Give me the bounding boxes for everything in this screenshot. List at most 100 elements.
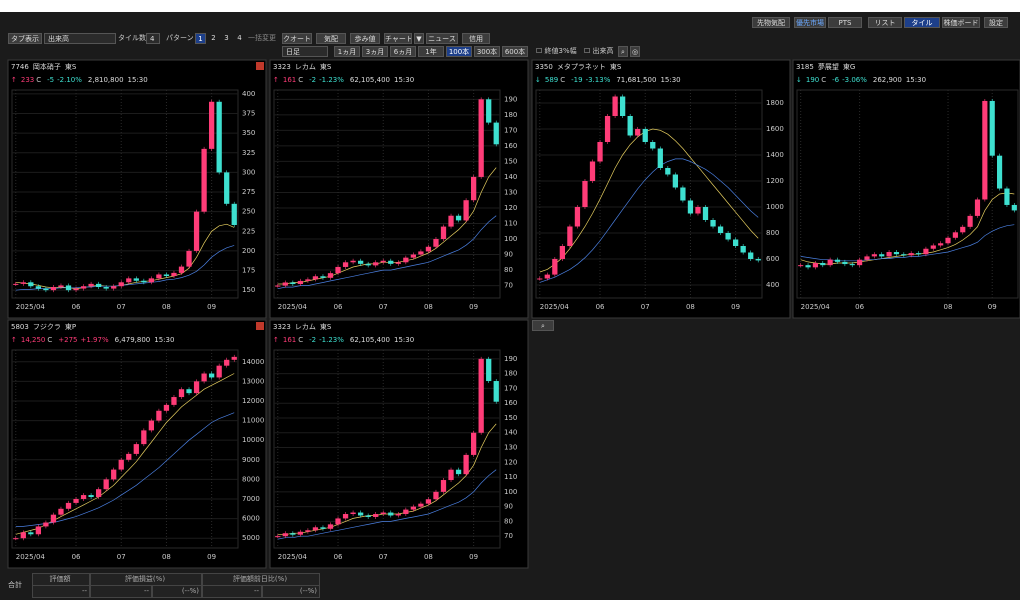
candle [552, 259, 558, 275]
candle [635, 129, 641, 136]
y-tick-label: 400 [766, 281, 779, 289]
top-button[interactable]: リスト [868, 17, 902, 28]
candle [1011, 204, 1017, 211]
candle [103, 287, 109, 289]
candle [619, 96, 626, 116]
y-tick-label: 190 [504, 95, 517, 103]
x-tick-label: 08 [162, 303, 171, 311]
top-button[interactable]: 株価ボード [942, 17, 980, 28]
y-tick-label: 1000 [766, 203, 784, 211]
moving-average [277, 167, 497, 285]
check-option[interactable]: ☐ 出来高 [584, 47, 614, 55]
y-tick-label: 150 [504, 414, 517, 422]
y-tick-label: 275 [242, 188, 255, 196]
stock-name: レカム [295, 63, 316, 71]
y-tick-label: 175 [242, 267, 255, 275]
y-tick-label: 160 [504, 399, 517, 407]
moving-average [15, 412, 235, 527]
pattern-button[interactable]: 2 [211, 34, 216, 42]
candle [95, 489, 102, 498]
candle [357, 260, 364, 264]
stock-quote: ↑ 233 C -5 -2.10% 2,810,800 15:30 [11, 76, 148, 84]
top-button[interactable]: 先物気配 [752, 17, 790, 28]
candle [842, 261, 848, 265]
candle [163, 404, 170, 411]
pattern-button[interactable]: 1 [195, 33, 206, 44]
candle [395, 262, 401, 264]
range-button[interactable]: 100本 [446, 46, 472, 57]
quote-time: 15:30 [154, 336, 174, 344]
pattern-button[interactable]: 3 [224, 34, 229, 42]
tab-select[interactable]: 出来高 [44, 33, 116, 44]
range-button[interactable]: 300本 [474, 46, 500, 57]
interval-select[interactable]: 日足 [282, 46, 328, 57]
range-button[interactable]: 1ヵ月 [334, 46, 360, 57]
search-button[interactable]: ⌕ [532, 320, 554, 331]
candle [231, 356, 237, 360]
x-tick-label: 09 [469, 553, 478, 561]
y-tick-label: 180 [504, 111, 517, 119]
view-button[interactable]: チャート [384, 33, 412, 44]
candle [952, 232, 958, 238]
candle [463, 200, 469, 221]
candle [80, 495, 87, 499]
candle [440, 480, 447, 492]
candle [275, 285, 281, 287]
candle [418, 251, 424, 255]
candle [567, 226, 573, 246]
stock-code: 3185 [796, 63, 814, 71]
tab-label[interactable]: タブ表示 [8, 33, 42, 44]
candle [297, 531, 304, 535]
view-button[interactable]: クオート [282, 33, 312, 44]
credit-button[interactable]: 信用 [462, 33, 490, 44]
quote-flag: C [36, 76, 41, 84]
pattern-button[interactable]: 4 [237, 34, 242, 42]
candle [695, 207, 701, 214]
top-button[interactable]: PTS [828, 17, 862, 28]
view-button[interactable]: 気配 [316, 33, 346, 44]
stock-name: 夢展望 [818, 62, 839, 71]
stock-title: 3350 メタプラネット 東S [535, 62, 622, 71]
tile-count[interactable]: 4 [146, 33, 160, 44]
candle [642, 129, 648, 142]
range-button[interactable]: 6ヵ月 [390, 46, 416, 57]
candle [133, 278, 139, 281]
x-tick-label: 09 [988, 303, 997, 311]
candle [537, 278, 543, 280]
stock-code: 7746 [11, 63, 29, 71]
quote-time: 15:30 [906, 76, 926, 84]
candle [231, 203, 237, 226]
candle [282, 533, 288, 537]
candle [478, 99, 484, 177]
view-button[interactable]: 歩み値 [350, 33, 380, 44]
y-tick-label: 1400 [766, 151, 784, 159]
candle [455, 215, 462, 221]
candle [133, 444, 139, 454]
stock-quote: ↑ 161 C -2 -1.23% 62,105,400 15:30 [273, 336, 414, 344]
candle [65, 285, 72, 291]
top-button[interactable]: 優先市場 [794, 17, 826, 28]
news-button[interactable]: ニュース [426, 33, 458, 44]
candle [665, 168, 671, 175]
candle [297, 280, 304, 285]
top-button[interactable]: タイル [904, 17, 940, 28]
range-button[interactable]: 3ヵ月 [362, 46, 388, 57]
range-button[interactable]: 600本 [502, 46, 528, 57]
check-option[interactable]: ☐ 終値3%幅 [536, 47, 577, 55]
x-tick-label: 09 [207, 303, 216, 311]
candle [35, 526, 42, 535]
y-tick-label: 1200 [766, 177, 784, 185]
candle [938, 243, 944, 246]
top-button[interactable]: 設定 [984, 17, 1008, 28]
view-menu[interactable]: ▼ [414, 33, 424, 44]
candle [357, 512, 364, 516]
settings-icon[interactable]: ◎ [630, 46, 640, 57]
y-tick-label: 130 [504, 444, 517, 452]
quote-volume: 262,900 [873, 76, 902, 84]
range-button[interactable]: 1年 [418, 46, 444, 57]
bulk-change[interactable]: 一括変更 [248, 34, 276, 42]
zoom-icon[interactable]: ⌕ [618, 46, 628, 57]
candle [201, 148, 207, 212]
candle [748, 252, 754, 259]
candle [755, 259, 761, 261]
